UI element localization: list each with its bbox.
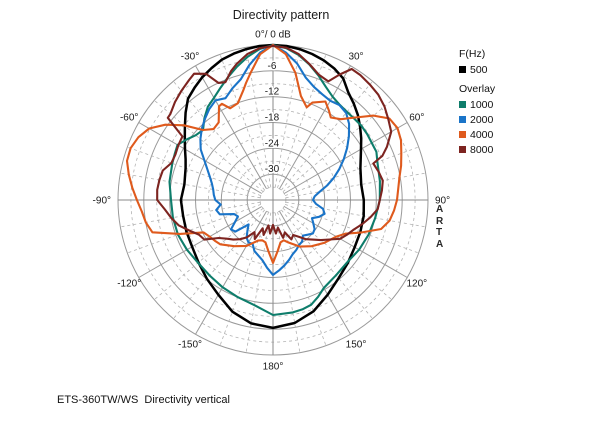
angle-tick-label: 120°	[406, 279, 427, 290]
curve-8000hz	[156, 44, 393, 242]
legend-item-label: 500	[470, 63, 488, 76]
legend-item-8000hz: 8000	[459, 142, 495, 157]
angle-tick-label: -90°	[93, 196, 111, 207]
angle-tick-label: 0°/ 0 dB	[255, 30, 291, 41]
legend-swatch-icon	[459, 131, 466, 138]
measurement-caption: ETS-360TW/WS Directivity vertical	[57, 394, 230, 406]
angle-tick-label: 180°	[263, 362, 284, 373]
legend-group-title: F(Hz)	[459, 48, 486, 60]
legend-item-label: 1000	[470, 98, 494, 111]
db-tick-label: -18	[265, 113, 280, 124]
polar-grid	[117, 44, 429, 356]
angle-tick-label: -60°	[120, 113, 138, 124]
angle-tick-label: 30°	[348, 52, 363, 63]
legend-item-4000hz: 4000	[459, 127, 495, 142]
angle-tick-label: -30°	[181, 52, 199, 63]
legend-item-label: 2000	[470, 113, 494, 126]
legend-swatch-icon	[459, 116, 466, 123]
legend-item-label: 4000	[470, 128, 494, 141]
chart-title: Directivity pattern	[232, 8, 330, 22]
curve-500hz	[179, 43, 366, 330]
legend-item-2000hz: 2000	[459, 112, 495, 127]
legend-swatch-icon	[459, 101, 466, 108]
legend-item-label: 8000	[470, 143, 494, 156]
angle-tick-label: 90°	[435, 196, 450, 207]
legend-item-1000hz: 1000	[459, 97, 495, 112]
angle-tick-label: -120°	[117, 279, 141, 290]
angle-tick-label: 60°	[409, 113, 424, 124]
angle-tick-labels: 0°/ 0 dB 30° 60° 90° 120° 150° 180° -150° -120° -…	[93, 30, 451, 373]
db-tick-label: -30	[265, 164, 280, 175]
legend-item-500hz: 500	[459, 62, 495, 77]
angle-tick-label: -150°	[178, 339, 202, 350]
db-tick-label: -24	[265, 138, 280, 149]
db-tick-label: -12	[265, 87, 280, 98]
legend-group-title: Overlay	[459, 83, 496, 95]
curve-4000hz	[125, 43, 403, 264]
db-tick-labels: -6 -12 -18 -24 -30	[263, 59, 281, 176]
legend-swatch-icon	[459, 146, 466, 153]
legend-swatch-icon	[459, 66, 466, 73]
angle-tick-label: 150°	[346, 339, 367, 350]
db-tick-label: -6	[268, 61, 277, 72]
frequency-legend: F(Hz) 500 Overlay 1000 2000 4000	[459, 42, 495, 157]
polar-curves	[125, 43, 403, 330]
